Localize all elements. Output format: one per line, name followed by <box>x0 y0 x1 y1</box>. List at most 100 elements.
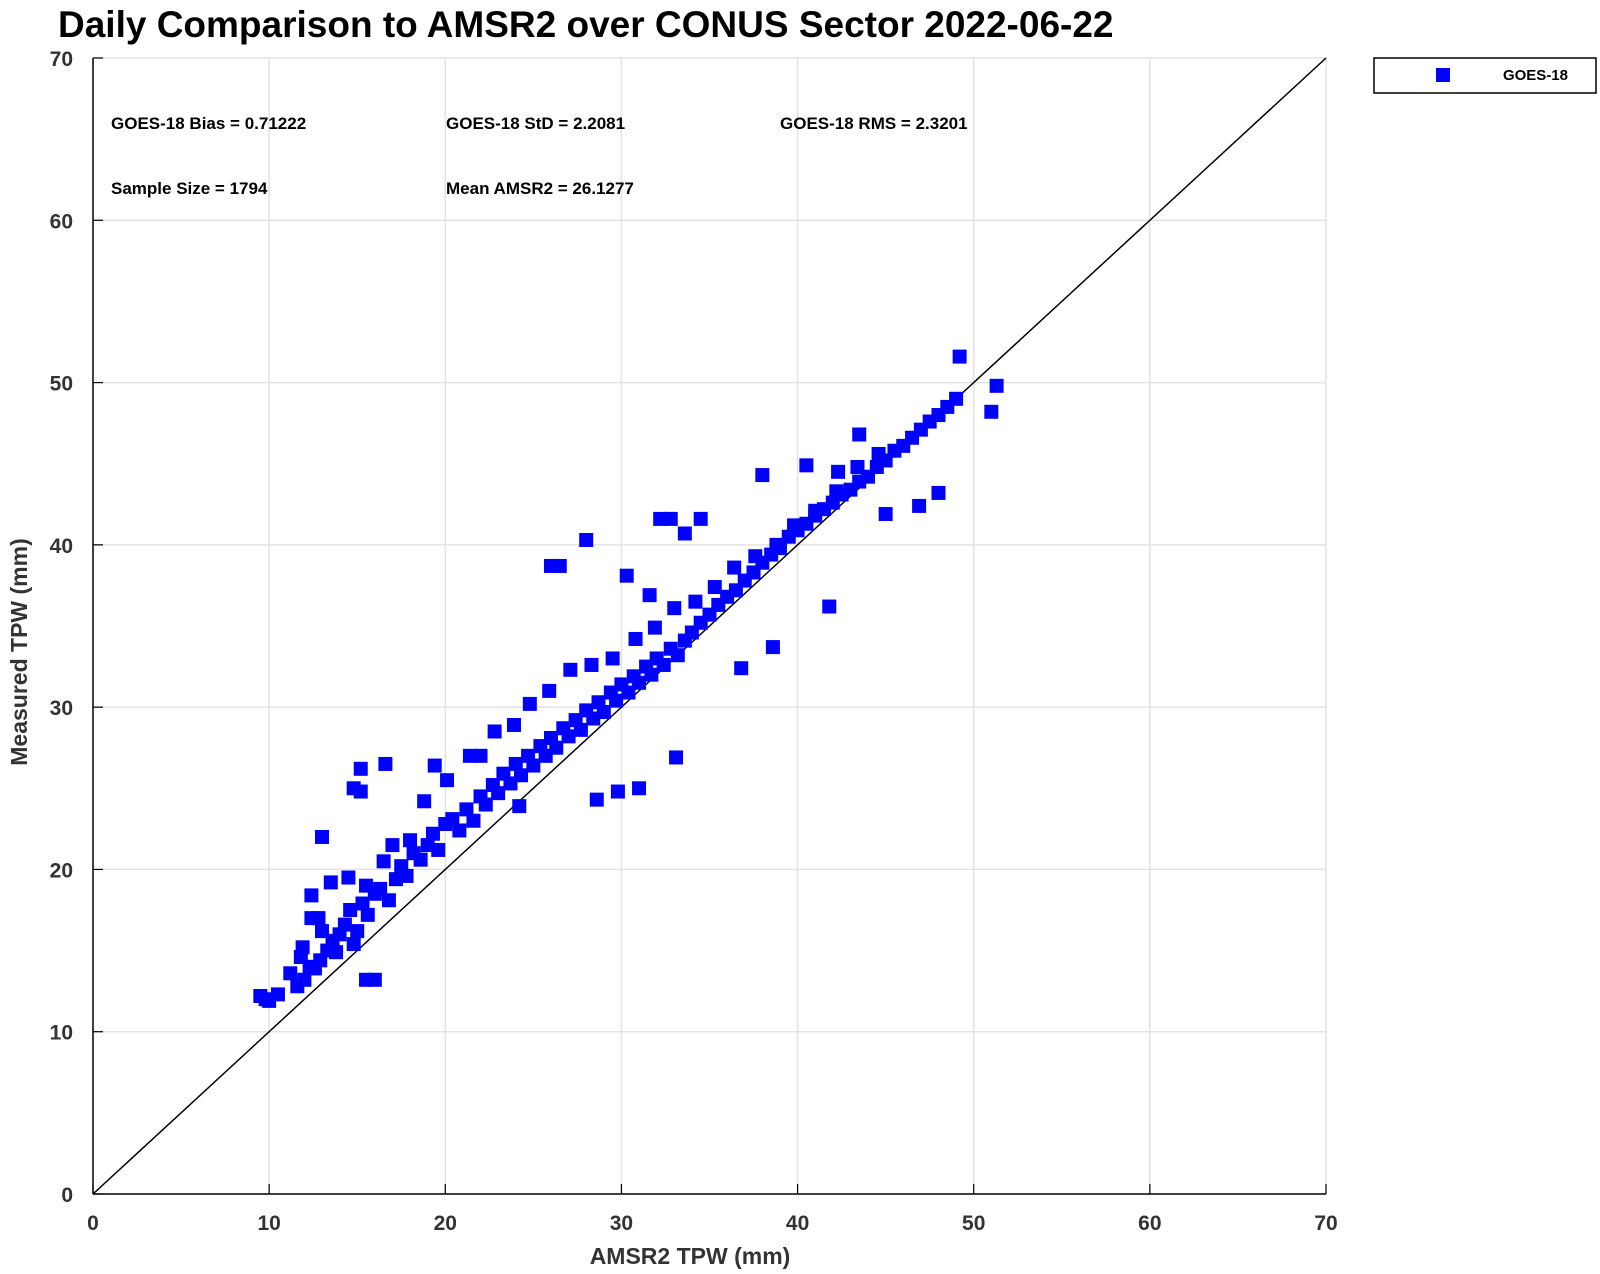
data-point <box>522 696 537 711</box>
data-point <box>270 987 285 1002</box>
axes <box>92 57 1327 1195</box>
data-point <box>670 648 685 663</box>
data-point <box>808 503 823 518</box>
data-point <box>350 924 365 939</box>
data-point <box>295 940 310 955</box>
data-point <box>632 675 647 690</box>
data-point <box>337 917 352 932</box>
data-point <box>508 756 523 771</box>
data-point <box>584 657 599 672</box>
y-tick-label: 70 <box>50 48 73 71</box>
data-point <box>329 945 344 960</box>
data-point <box>653 511 668 526</box>
rms-annotation: GOES-18 RMS = 2.3201 <box>780 114 968 133</box>
data-point <box>399 868 414 883</box>
data-point <box>385 838 400 853</box>
data-point <box>378 756 393 771</box>
data-point <box>413 852 428 867</box>
grid-lines <box>93 57 1327 1194</box>
data-point <box>931 485 946 500</box>
data-point <box>343 903 358 917</box>
y-tick-label: 50 <box>50 373 73 396</box>
data-point <box>989 378 1004 393</box>
x-tick-label: 40 <box>786 1212 809 1235</box>
x-tick-label: 50 <box>962 1212 985 1235</box>
data-point <box>487 724 502 739</box>
legend: GOES-18 <box>1373 57 1597 94</box>
data-point <box>381 893 396 908</box>
data-point <box>647 620 662 635</box>
data-point <box>388 872 403 887</box>
data-point <box>466 813 481 828</box>
y-tick-label: 60 <box>50 210 73 233</box>
data-point <box>538 748 553 763</box>
data-point <box>258 992 273 1007</box>
chart-title: Daily Comparison to AMSR2 over CONUS Sec… <box>58 4 1114 45</box>
data-point <box>512 799 527 814</box>
y-tick-label: 10 <box>50 1022 73 1045</box>
data-point <box>314 924 329 939</box>
data-point <box>514 768 529 783</box>
data-point <box>506 717 521 732</box>
data-point <box>605 651 620 666</box>
data-point <box>619 568 634 583</box>
data-point <box>353 784 368 799</box>
data-point <box>669 750 684 765</box>
data-point <box>831 464 846 479</box>
data-point <box>586 711 601 726</box>
data-point <box>663 511 678 526</box>
data-point <box>734 661 749 676</box>
data-point <box>304 888 319 903</box>
data-point <box>688 594 703 609</box>
data-point <box>912 498 927 513</box>
data-point <box>878 507 893 522</box>
y-tick-label: 40 <box>50 535 73 558</box>
data-point <box>341 870 356 885</box>
data-point <box>297 972 312 987</box>
data-point <box>526 758 541 773</box>
data-point <box>596 705 611 720</box>
data-point <box>677 526 692 541</box>
one-to-one-line <box>92 57 1327 1195</box>
data-point <box>417 794 432 809</box>
data-point <box>769 537 784 552</box>
data-point <box>871 446 886 461</box>
data-point <box>755 468 770 483</box>
data-point <box>425 826 440 841</box>
data-point <box>984 404 999 419</box>
x-tick-label: 0 <box>87 1212 99 1235</box>
data-point <box>431 842 446 857</box>
data-point <box>459 802 474 817</box>
data-point <box>799 458 814 473</box>
data-point <box>609 693 624 708</box>
data-point <box>667 601 682 616</box>
data-point <box>952 349 967 364</box>
data-point <box>491 786 506 801</box>
data-point <box>403 833 418 848</box>
data-point <box>707 580 722 595</box>
data-point <box>573 722 588 737</box>
data-point <box>949 391 964 406</box>
data-point <box>445 812 460 827</box>
data-point <box>283 966 298 981</box>
data-point <box>353 761 368 776</box>
x-tick-label: 20 <box>434 1212 457 1235</box>
data-point <box>579 532 594 547</box>
data-point <box>693 511 708 526</box>
data-point <box>346 937 361 952</box>
y-tick-label: 0 <box>61 1184 73 1207</box>
data-point <box>420 838 435 853</box>
data-point <box>563 662 578 677</box>
x-tick-label: 70 <box>1314 1212 1337 1235</box>
data-point <box>440 773 455 788</box>
data-point <box>359 878 374 893</box>
data-points <box>253 349 1004 1008</box>
legend-box <box>1373 57 1597 94</box>
x-tick-label: 60 <box>1138 1212 1161 1235</box>
data-point <box>314 829 329 844</box>
tick-labels: 0 10 20 30 40 50 60 70 0 10 20 30 40 50 60 70 <box>50 48 1338 1235</box>
data-point <box>727 560 742 575</box>
data-point <box>642 588 657 603</box>
data-point <box>473 748 488 763</box>
